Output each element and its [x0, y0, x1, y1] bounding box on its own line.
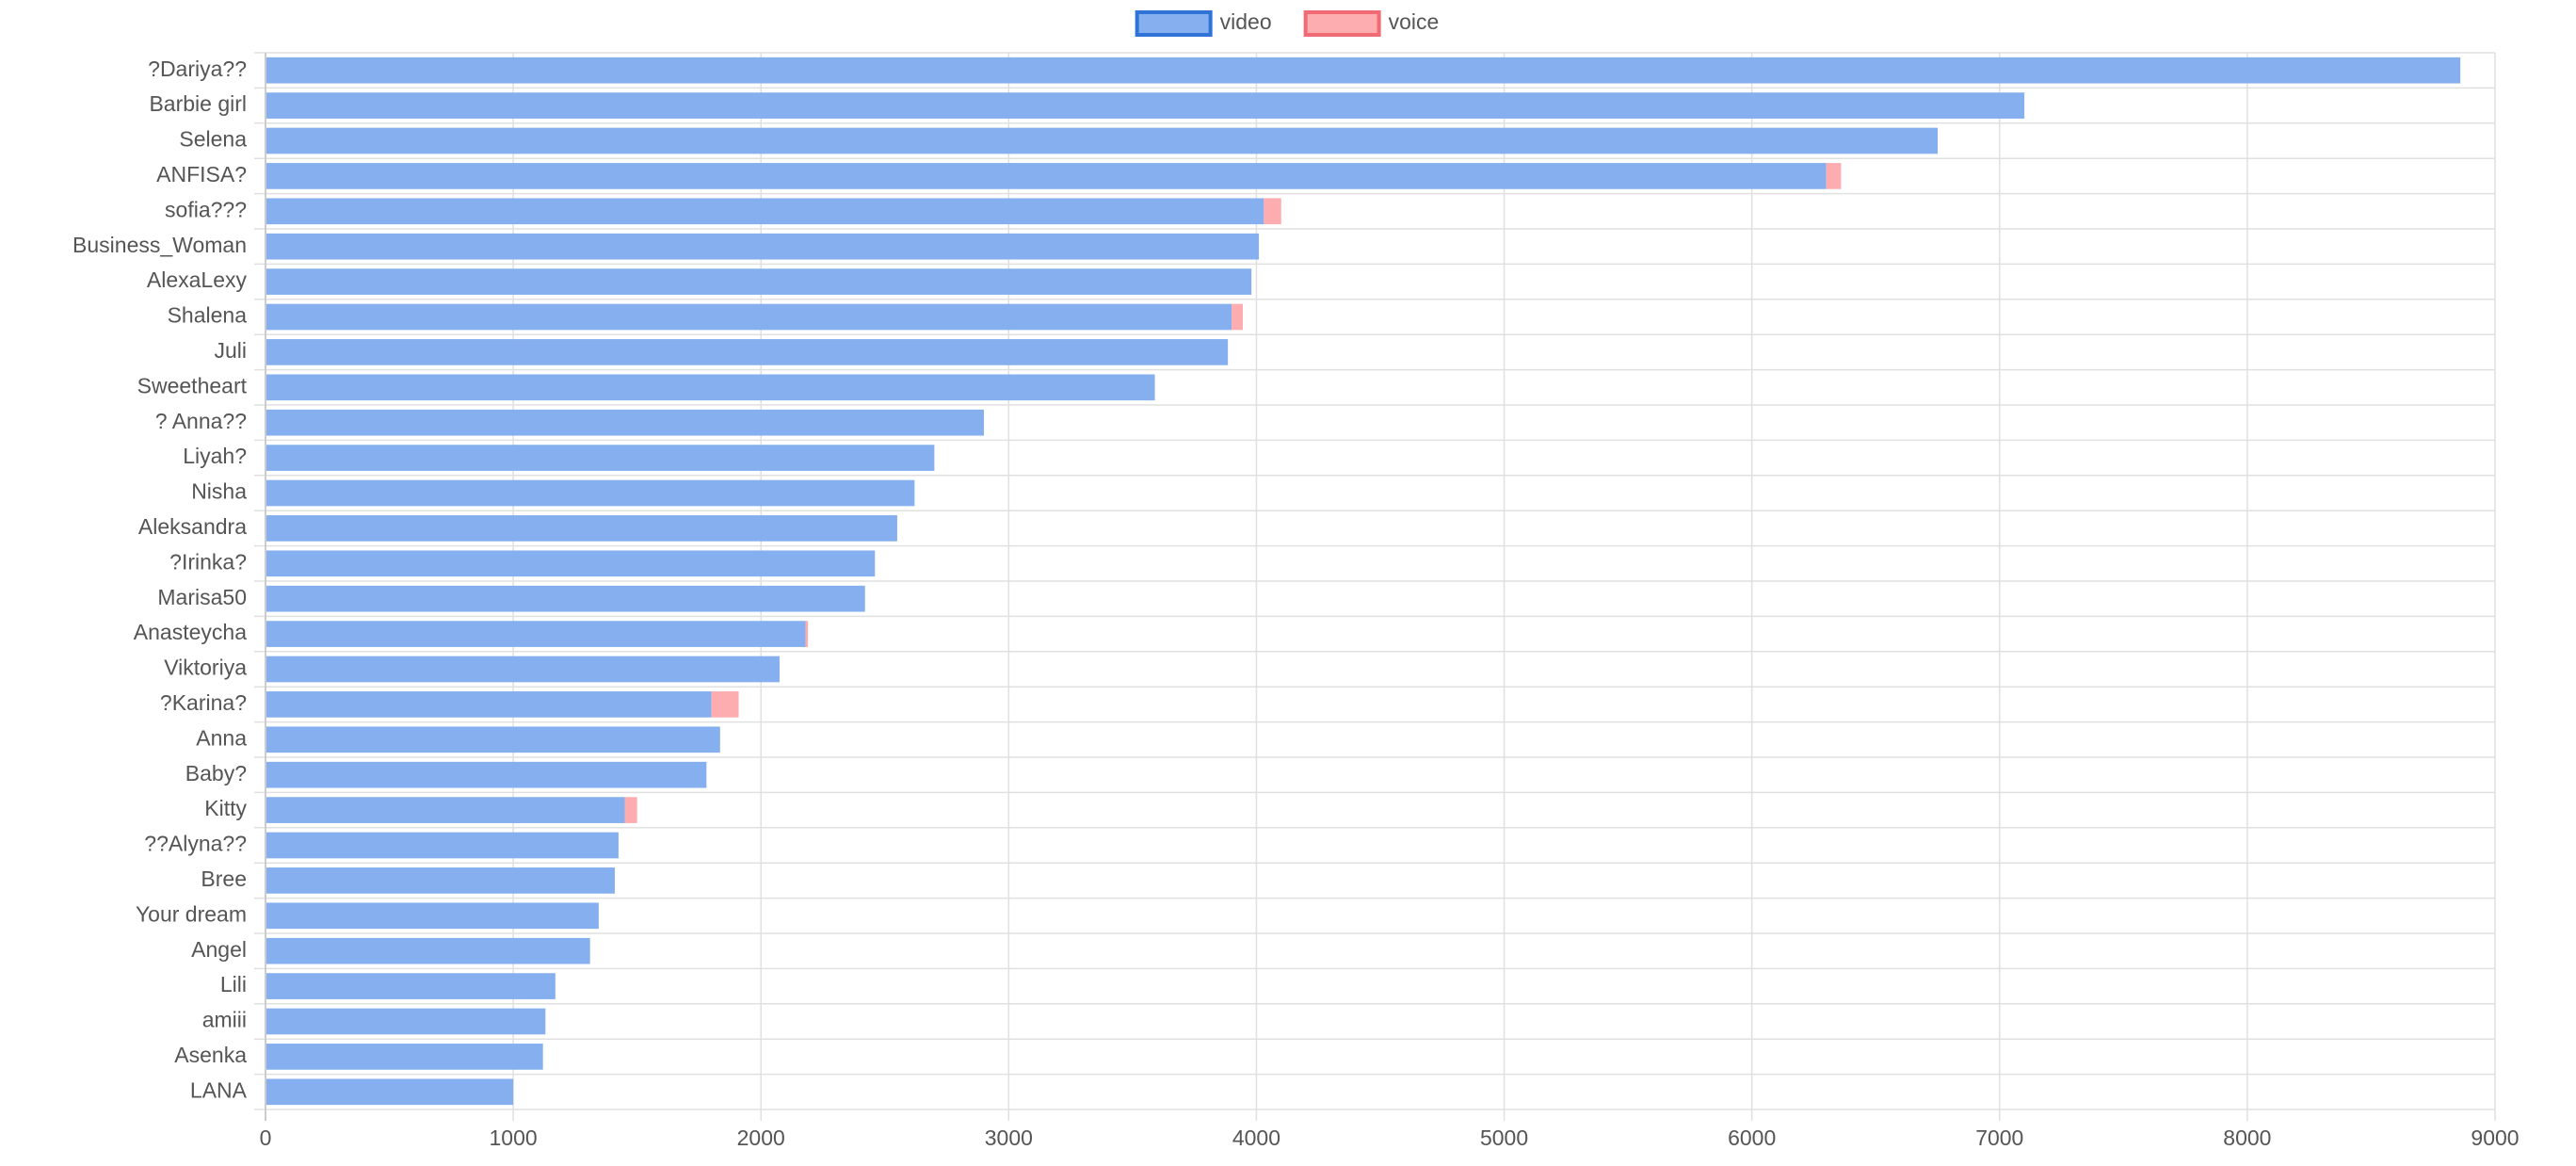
y-tick-label: Anna [196, 725, 247, 750]
bar-video[interactable] [266, 374, 1155, 401]
y-tick-label: Baby? [185, 761, 247, 785]
legend-label-voice[interactable]: voice [1389, 9, 1440, 34]
y-tick-label: Viktoriya [164, 656, 247, 680]
y-tick-label: ?Irinka? [169, 549, 247, 574]
bar-video[interactable] [266, 902, 599, 930]
x-tick-label: 5000 [1480, 1126, 1528, 1150]
x-tick-label: 0 [260, 1126, 272, 1150]
bar-video[interactable] [266, 127, 1938, 154]
legend: video voice [1135, 9, 1440, 37]
bar-video[interactable] [266, 585, 865, 612]
bar-voice[interactable] [1264, 198, 1281, 225]
y-tick-label: Lili [220, 972, 247, 996]
bar-voice[interactable] [711, 691, 739, 718]
y-tick-label: Nisha [191, 479, 247, 504]
y-tick-label: Sweetheart [137, 373, 248, 397]
y-tick-label: Asenka [174, 1043, 247, 1067]
y-tick-label: LANA [190, 1077, 248, 1102]
bar-video[interactable] [266, 973, 555, 999]
y-tick-label: Marisa50 [157, 585, 247, 609]
bar-video[interactable] [266, 479, 915, 507]
legend-label-video[interactable]: video [1220, 9, 1272, 34]
x-tick-label: 6000 [1728, 1126, 1776, 1150]
y-tick-label: Liyah? [183, 444, 247, 468]
bar-video[interactable] [266, 621, 806, 647]
bar-video[interactable] [266, 550, 876, 577]
x-tick-label: 8000 [2223, 1126, 2271, 1150]
bars [266, 57, 2461, 1106]
y-tick-label: Your dream [136, 901, 247, 926]
x-tick-label: 4000 [1232, 1126, 1280, 1150]
legend-swatch-video[interactable] [1135, 10, 1213, 37]
x-tick-label: 2000 [737, 1126, 785, 1150]
bar-video[interactable] [266, 656, 780, 683]
bar-video[interactable] [266, 515, 897, 542]
legend-swatch-voice[interactable] [1303, 10, 1381, 37]
y-tick-label: ?Karina? [160, 690, 247, 715]
y-tick-label: Angel [191, 937, 247, 962]
bar-video[interactable] [266, 761, 707, 788]
y-tick-label: sofia??? [165, 197, 247, 221]
bar-video[interactable] [266, 1078, 514, 1106]
y-tick-label: Anasteycha [134, 620, 247, 644]
y-tick-label: ? Anna?? [155, 409, 247, 433]
bar-video[interactable] [266, 233, 1260, 260]
bar-voice[interactable] [1826, 163, 1842, 189]
bar-voice[interactable] [805, 621, 809, 647]
bar-video[interactable] [266, 92, 2025, 119]
y-tick-label: amiii [202, 1008, 247, 1032]
y-tick-label: Juli [214, 338, 247, 363]
y-tick-label: ANFISA? [156, 162, 247, 186]
y-axis-tick-labels: ?Dariya?? Barbie girl Selena ANFISA? sofia??… [72, 57, 248, 1103]
y-tick-label: ??Alyna?? [144, 832, 247, 856]
bar-video[interactable] [266, 57, 2461, 84]
y-tick-label: Shalena [168, 303, 248, 328]
y-tick-label: AlexaLexy [147, 267, 248, 292]
y-tick-label: Selena [179, 127, 247, 152]
bar-video[interactable] [266, 198, 1264, 225]
bar-video[interactable] [266, 409, 985, 436]
bar-video[interactable] [266, 1044, 543, 1070]
bar-video[interactable] [266, 339, 1229, 365]
bar-video[interactable] [266, 726, 720, 753]
bar-video[interactable] [266, 832, 619, 859]
bar-video[interactable] [266, 797, 625, 823]
x-tick-label: 9000 [2471, 1126, 2519, 1150]
y-tick-label: Aleksandra [138, 514, 247, 539]
grid-lines [254, 52, 2496, 1121]
x-tick-label: 3000 [985, 1126, 1033, 1150]
bar-voice[interactable] [624, 797, 637, 823]
bar-video[interactable] [266, 867, 615, 894]
bar-video[interactable] [266, 937, 590, 964]
bar-video[interactable] [266, 691, 712, 718]
x-tick-label: 7000 [1975, 1126, 2023, 1150]
bar-voice[interactable] [1232, 303, 1243, 331]
bar-video[interactable] [266, 268, 1252, 295]
y-tick-label: Bree [201, 866, 247, 891]
x-axis-tick-labels: 0 1000 2000 3000 4000 5000 6000 7000 8000 9000 [260, 1126, 2520, 1150]
y-tick-label: Kitty [204, 796, 247, 820]
y-tick-label: Business_Woman [72, 233, 247, 257]
x-tick-label: 1000 [490, 1126, 538, 1150]
bar-video[interactable] [266, 303, 1232, 331]
bar-video[interactable] [266, 1008, 546, 1035]
y-tick-label: Barbie girl [149, 91, 247, 116]
bar-video[interactable] [266, 445, 935, 471]
bar-video[interactable] [266, 163, 1827, 189]
y-tick-label: ?Dariya?? [148, 57, 247, 81]
